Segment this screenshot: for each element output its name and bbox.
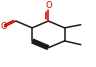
Text: O: O <box>45 1 52 10</box>
Text: O: O <box>1 22 7 31</box>
